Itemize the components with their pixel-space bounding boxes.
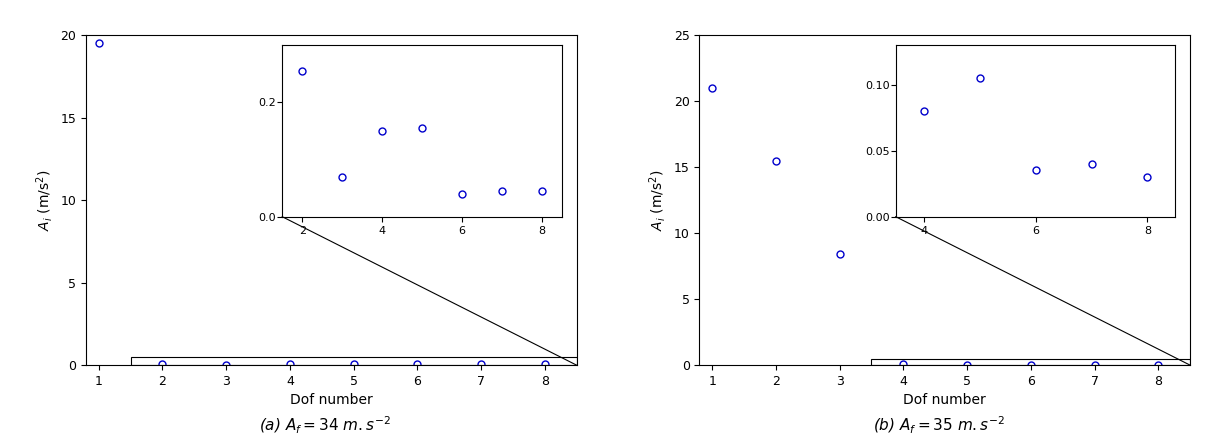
Bar — [130, 357, 577, 365]
Y-axis label: $A_i\ \rm{(m/s^2)}$: $A_i\ \rm{(m/s^2)}$ — [647, 169, 669, 231]
Text: (b) $A_f = 35\ m.s^{-2}$: (b) $A_f = 35\ m.s^{-2}$ — [872, 415, 1005, 436]
Text: (a) $A_f = 34\ m.s^{-2}$: (a) $A_f = 34\ m.s^{-2}$ — [259, 415, 391, 436]
X-axis label: Dof number: Dof number — [290, 393, 373, 407]
Bar — [871, 359, 1190, 365]
X-axis label: Dof number: Dof number — [903, 393, 987, 407]
Y-axis label: $A_i\ \rm{(m/s^2)}$: $A_i\ \rm{(m/s^2)}$ — [33, 169, 55, 231]
